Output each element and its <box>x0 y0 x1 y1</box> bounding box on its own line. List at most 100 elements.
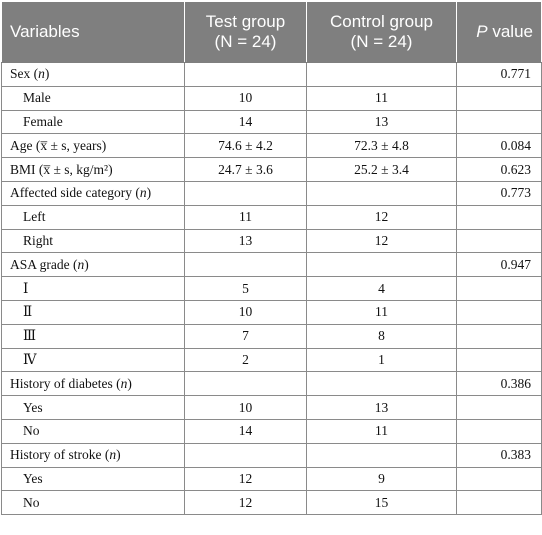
control-group-cell: 13 <box>306 395 457 420</box>
row-label: Affected side category (n) <box>1 180 185 206</box>
table-body: Sex (n) 0.771 Male 10 11 Female 14 13 Age (x̅… <box>1 62 542 516</box>
p-value-cell <box>456 109 542 135</box>
table-row: Ⅱ 10 11 <box>1 299 542 325</box>
p-value-cell: 0.386 <box>456 371 542 397</box>
test-group-cell <box>184 252 307 278</box>
p-value-cell: 0.623 <box>456 157 542 182</box>
header-p-value: P value <box>456 1 542 63</box>
header-control-group: Control group (N = 24) <box>306 1 457 63</box>
table-row: Right 13 12 <box>1 228 542 254</box>
row-label: Male <box>1 85 185 111</box>
table-row: No 12 15 <box>1 490 542 516</box>
p-value-cell <box>456 276 542 301</box>
header-p-value-p: P <box>476 22 488 41</box>
test-group-cell <box>184 180 307 206</box>
header-row: Variables Test group (N = 24) Control gr… <box>1 1 542 63</box>
row-label: History of diabetes (n) <box>1 371 185 397</box>
table-row: Male 10 11 <box>1 85 542 111</box>
test-group-cell <box>184 442 307 468</box>
row-label: Ⅲ <box>1 323 185 349</box>
control-group-cell: 11 <box>306 85 457 111</box>
control-group-cell: 9 <box>306 466 457 492</box>
p-value-cell: 0.084 <box>456 133 542 159</box>
p-value-cell <box>456 418 542 444</box>
control-group-cell: 1 <box>306 347 457 373</box>
table-row: Yes 10 13 <box>1 395 542 420</box>
row-label: Yes <box>1 395 185 420</box>
test-group-cell: 7 <box>184 323 307 349</box>
header-control-group-n: (N = 24) <box>350 32 413 51</box>
row-label: Right <box>1 228 185 254</box>
row-label: Ⅰ <box>1 276 185 301</box>
table-row: No 14 11 <box>1 418 542 444</box>
test-group-cell: 14 <box>184 109 307 135</box>
test-group-cell: 14 <box>184 418 307 444</box>
control-group-cell <box>306 252 457 278</box>
p-value-cell: 0.383 <box>456 442 542 468</box>
test-group-cell: 10 <box>184 299 307 325</box>
test-group-cell: 12 <box>184 490 307 516</box>
table-row: Affected side category (n) 0.773 <box>1 180 542 206</box>
test-group-cell: 12 <box>184 466 307 492</box>
control-group-cell <box>306 371 457 397</box>
row-label: Ⅱ <box>1 299 185 325</box>
baseline-characteristics-table: Variables Test group (N = 24) Control gr… <box>1 1 542 516</box>
control-group-cell <box>306 180 457 206</box>
row-label: Left <box>1 204 185 230</box>
table-row: Yes 12 9 <box>1 466 542 492</box>
p-value-cell <box>456 395 542 420</box>
control-group-cell: 4 <box>306 276 457 301</box>
row-label: Age (x̅ ± s, years) <box>1 133 185 159</box>
header-variables: Variables <box>1 1 185 63</box>
header-control-group-title: Control group <box>329 12 433 31</box>
control-group-cell: 72.3 ± 4.8 <box>306 133 457 159</box>
row-label: Sex (n) <box>1 62 185 87</box>
control-group-cell: 11 <box>306 299 457 325</box>
table-row: History of stroke (n) 0.383 <box>1 442 542 468</box>
control-group-cell: 13 <box>306 109 457 135</box>
p-value-cell <box>456 323 542 349</box>
control-group-cell: 11 <box>306 418 457 444</box>
table-row: Left 11 12 <box>1 204 542 230</box>
row-label: Yes <box>1 466 185 492</box>
row-label: BMI (x̅ ± s, kg/m²) <box>1 157 185 182</box>
p-value-cell: 0.773 <box>456 180 542 206</box>
test-group-cell: 2 <box>184 347 307 373</box>
row-label: No <box>1 490 185 516</box>
header-p-value-rest: value <box>487 22 533 41</box>
control-group-cell: 15 <box>306 490 457 516</box>
header-test-group-n: (N = 24) <box>214 32 277 51</box>
table-header: Variables Test group (N = 24) Control gr… <box>1 1 542 63</box>
test-group-cell: 74.6 ± 4.2 <box>184 133 307 159</box>
test-group-cell: 24.7 ± 3.6 <box>184 157 307 182</box>
table-row: History of diabetes (n) 0.386 <box>1 371 542 397</box>
test-group-cell: 11 <box>184 204 307 230</box>
table-row: Sex (n) 0.771 <box>1 62 542 87</box>
table-row: ASA grade (n) 0.947 <box>1 252 542 278</box>
p-value-cell <box>456 228 542 254</box>
table-row: BMI (x̅ ± s, kg/m²) 24.7 ± 3.6 25.2 ± 3.4 0… <box>1 157 542 182</box>
test-group-cell: 5 <box>184 276 307 301</box>
p-value-cell <box>456 490 542 516</box>
p-value-cell <box>456 204 542 230</box>
control-group-cell: 8 <box>306 323 457 349</box>
header-test-group-title: Test group <box>205 12 286 31</box>
table-row: Age (x̅ ± s, years) 74.6 ± 4.2 72.3 ± 4.8 0… <box>1 133 542 159</box>
p-value-cell: 0.947 <box>456 252 542 278</box>
p-value-cell <box>456 299 542 325</box>
row-label: History of stroke (n) <box>1 442 185 468</box>
row-label: No <box>1 418 185 444</box>
test-group-cell: 13 <box>184 228 307 254</box>
table-row: Female 14 13 <box>1 109 542 135</box>
p-value-cell <box>456 466 542 492</box>
control-group-cell <box>306 442 457 468</box>
p-value-cell: 0.771 <box>456 62 542 87</box>
control-group-cell: 25.2 ± 3.4 <box>306 157 457 182</box>
row-label: Female <box>1 109 185 135</box>
test-group-cell: 10 <box>184 395 307 420</box>
test-group-cell <box>184 371 307 397</box>
control-group-cell: 12 <box>306 228 457 254</box>
